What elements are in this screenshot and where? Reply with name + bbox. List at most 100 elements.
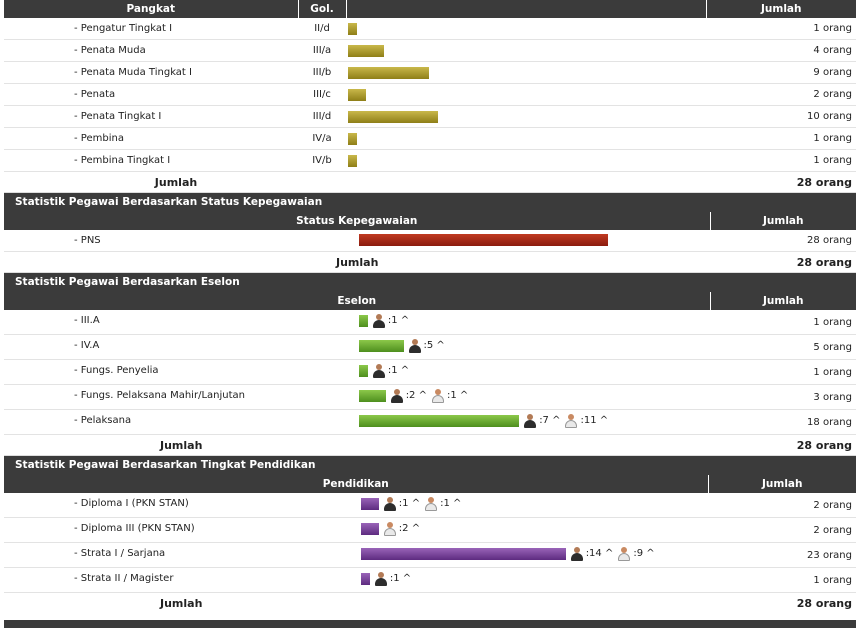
row-label: - Penata <box>4 83 298 106</box>
bar <box>348 154 357 167</box>
row-label: - III.A <box>74 315 100 326</box>
female-person-icon <box>431 389 445 403</box>
row-count: 2 orang <box>708 517 856 543</box>
bar <box>348 66 429 79</box>
header-bar <box>346 0 707 18</box>
eselon-total-row: Jumlah 28 orang <box>4 435 856 456</box>
row-count: 23 orang <box>708 542 856 568</box>
bar <box>359 340 404 352</box>
row-count: 1 orang <box>710 310 856 335</box>
male-count: :1 ^ <box>387 315 410 326</box>
header-pangkat: Pangkat <box>4 0 299 18</box>
row-label: - Diploma III (PKN STAN) <box>74 523 195 534</box>
bar <box>361 548 566 560</box>
male-count: :2 ^ <box>405 390 427 401</box>
row-label: - PNS <box>74 235 101 246</box>
male-count: :14 ^ <box>585 548 614 559</box>
row-count: 5 orang <box>710 334 856 360</box>
female-count: :2 ^ <box>398 523 421 534</box>
female-count: :1 ^ <box>446 390 469 401</box>
male-count: :1 ^ <box>387 365 410 376</box>
male-person-icon <box>372 314 386 328</box>
table-row: - Penata Muda III/a 4 orang <box>4 39 856 62</box>
male-person-icon <box>383 497 397 511</box>
female-count: :1 ^ <box>440 498 462 509</box>
pendidikan-total-row: Jumlah 28 orang <box>4 593 856 614</box>
table-row: - Penata Muda Tingkat I III/b 9 orang <box>4 61 856 84</box>
row-label: - Penata Muda <box>4 39 298 62</box>
male-count: :5 ^ <box>423 340 445 351</box>
bar <box>348 22 357 35</box>
row-label: - Diploma I (PKN STAN) <box>74 498 189 509</box>
female-count: :11 ^ <box>580 415 609 426</box>
row-count: 2 orang <box>708 493 856 518</box>
row-gol: III/c <box>298 83 346 106</box>
status-total-row: Jumlah 28 orang <box>4 252 856 273</box>
header-eselon: Eselon <box>4 292 711 310</box>
header-jumlah: Jumlah <box>706 0 856 18</box>
male-person-icon <box>570 547 584 561</box>
table-row: - Diploma I (PKN STAN):1 ^:1 ^ 2 orang <box>4 493 856 518</box>
bar <box>348 88 366 101</box>
total-label: Jumlah <box>160 596 203 610</box>
total-count: 28 orang <box>796 175 852 189</box>
bar <box>348 44 384 57</box>
bar <box>359 415 520 427</box>
row-count: 9 orang <box>706 61 856 84</box>
total-label: Jumlah <box>160 438 203 452</box>
row-label: - Pembina Tingkat I <box>4 149 298 172</box>
row-count: 2 orang <box>706 83 856 106</box>
table-row: - Pengatur Tingkat I II/d 1 orang <box>4 18 856 40</box>
section-title-pendidikan: Statistik Pegawai Berdasarkan Tingkat Pe… <box>4 455 856 475</box>
row-label: - IV.A <box>74 340 100 351</box>
eselon-table: Eselon Jumlah - III.A :1 ^ 1 orang - IV.A :5… <box>4 292 856 455</box>
total-count: 28 orang <box>796 255 852 269</box>
table-row: - Strata I / Sarjana:14 ^:9 ^ 23 orang <box>4 542 856 568</box>
header-jumlah: Jumlah <box>710 292 856 310</box>
pangkat-table: Pangkat Gol. Jumlah - Pengatur Tingkat I… <box>4 0 856 192</box>
male-person-icon <box>523 414 537 428</box>
header-jumlah: Jumlah <box>708 475 856 493</box>
total-label: Jumlah <box>336 255 379 269</box>
row-count: 3 orang <box>710 384 856 410</box>
row-gol: III/a <box>298 39 346 62</box>
row-count: 28 orang <box>710 230 856 252</box>
row-label: - Penata Tingkat I <box>4 105 298 128</box>
bar <box>359 390 386 402</box>
row-count: 10 orang <box>706 105 856 128</box>
male-person-icon <box>390 389 404 403</box>
total-label: Jumlah <box>154 175 198 189</box>
footer-bar <box>4 620 856 628</box>
statistics-container: Pangkat Gol. Jumlah - Pengatur Tingkat I… <box>4 0 856 613</box>
row-label: - Fungs. Penyelia <box>74 365 159 376</box>
male-person-icon <box>408 339 422 353</box>
row-count: 1 orang <box>708 567 856 593</box>
section-title-status: Statistik Pegawai Berdasarkan Status Kep… <box>4 192 856 212</box>
row-label: - Pengatur Tingkat I <box>4 18 298 40</box>
female-count: :9 ^ <box>633 548 655 559</box>
row-label: - Fungs. Pelaksana Mahir/Lanjutan <box>74 390 245 401</box>
table-row: - Pelaksana:7 ^:11 ^ 18 orang <box>4 409 856 435</box>
female-person-icon <box>424 497 438 511</box>
row-count: 1 orang <box>706 149 856 172</box>
row-label: - Penata Muda Tingkat I <box>4 61 298 84</box>
status-table: Status Kepegawaian Jumlah - PNS 28 orang … <box>4 212 856 272</box>
bar <box>361 498 379 510</box>
bar <box>348 110 438 123</box>
table-row: - Penata Tingkat I III/d 10 orang <box>4 105 856 128</box>
bar <box>359 365 368 377</box>
header-jumlah: Jumlah <box>710 212 856 230</box>
male-count: :1 ^ <box>389 573 412 584</box>
table-row: - III.A :1 ^ 1 orang <box>4 310 856 335</box>
male-count: :7 ^ <box>539 415 561 426</box>
table-row: - IV.A :5 ^ 5 orang <box>4 334 856 360</box>
female-person-icon <box>564 414 578 428</box>
row-label: - Pembina <box>4 127 298 150</box>
bar <box>348 132 357 145</box>
bar <box>359 234 609 246</box>
female-person-icon <box>383 522 397 536</box>
row-count: 18 orang <box>710 409 856 435</box>
male-person-icon <box>372 364 386 378</box>
header-status: Status Kepegawaian <box>4 212 711 230</box>
header-pendidikan: Pendidikan <box>4 475 709 493</box>
